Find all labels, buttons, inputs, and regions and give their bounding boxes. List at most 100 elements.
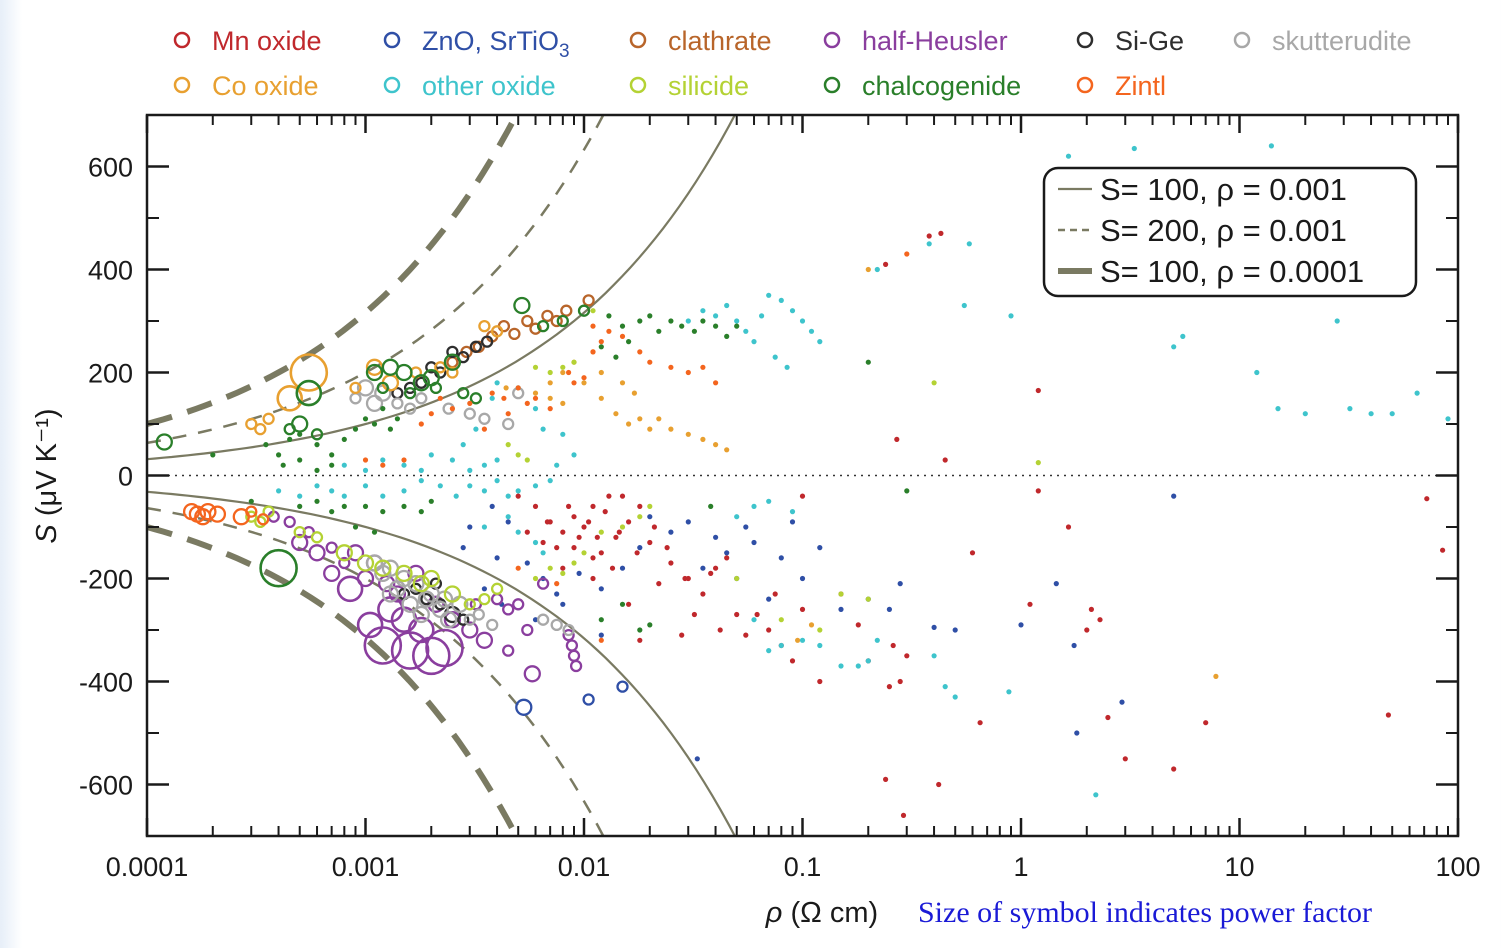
- data-point: [503, 385, 509, 391]
- data-point: [245, 417, 258, 431]
- data-point: [391, 397, 404, 410]
- data-point: [754, 611, 760, 618]
- data-point: [571, 545, 577, 551]
- data-point: [772, 591, 778, 597]
- data-point: [338, 556, 351, 570]
- data-point: [276, 384, 304, 412]
- data-point: [685, 431, 691, 437]
- data-point: [1389, 411, 1395, 417]
- data-point: [865, 596, 871, 602]
- data-point: [417, 590, 436, 608]
- data-point: [602, 509, 608, 515]
- data-point: [571, 514, 577, 520]
- data-point: [532, 406, 539, 412]
- data-point: [380, 406, 386, 412]
- data-point: [325, 541, 338, 554]
- data-point: [556, 314, 569, 328]
- data-point: [515, 698, 533, 716]
- data-point: [293, 525, 306, 539]
- data-point: [751, 339, 757, 345]
- data-point: [874, 266, 880, 273]
- data-point: [594, 534, 600, 540]
- data-point: [403, 386, 417, 400]
- data-point: [743, 524, 749, 530]
- data-point: [560, 431, 566, 437]
- data-point: [1445, 416, 1451, 422]
- data-point: [581, 550, 587, 556]
- data-point: [590, 575, 596, 582]
- data-point: [547, 395, 553, 401]
- data-point: [942, 684, 948, 690]
- data-point: [952, 627, 958, 633]
- data-point: [1084, 627, 1090, 633]
- data-point: [734, 514, 740, 520]
- legend-label: ZnO, SrTiO3: [422, 26, 570, 62]
- data-point: [208, 505, 227, 523]
- data-point: [609, 565, 616, 571]
- data-point: [647, 359, 653, 365]
- data-point: [254, 422, 267, 436]
- data-point: [412, 574, 430, 593]
- data-point: [550, 314, 563, 328]
- data-point: [308, 544, 326, 562]
- data-point: [388, 585, 407, 603]
- data-point: [598, 395, 604, 401]
- data-point: [403, 402, 417, 415]
- data-point: [259, 548, 298, 588]
- data-point: [481, 586, 487, 592]
- data-point: [1203, 720, 1209, 726]
- data-point: [560, 304, 573, 317]
- data-point: [352, 524, 359, 530]
- data-point: [656, 328, 662, 334]
- data-point: [524, 529, 530, 535]
- data-point: [1071, 642, 1077, 649]
- data-point: [524, 400, 530, 406]
- data-point: [694, 756, 700, 762]
- data-point: [356, 379, 375, 397]
- data-point: [540, 550, 546, 556]
- data-point: [619, 493, 626, 499]
- data-point: [329, 488, 335, 494]
- data-point: [855, 622, 861, 628]
- y-tick-label: -200: [79, 565, 133, 595]
- data-point: [512, 598, 525, 611]
- legend-label: Zintl: [1115, 71, 1166, 101]
- data-point: [1424, 496, 1430, 502]
- data-point: [1254, 369, 1260, 376]
- data-point: [1268, 143, 1274, 149]
- data-point: [341, 462, 347, 468]
- data-point: [541, 309, 554, 323]
- data-point: [766, 292, 772, 298]
- data-point: [314, 498, 320, 504]
- data-point: [966, 241, 972, 247]
- data-point: [1171, 493, 1177, 499]
- data-point: [766, 627, 772, 633]
- data-point: [724, 447, 730, 453]
- data-point: [475, 631, 494, 649]
- data-point: [838, 606, 844, 613]
- data-point: [481, 524, 487, 530]
- data-point: [280, 462, 286, 468]
- reference-curve: [147, 524, 520, 836]
- data-point: [540, 539, 546, 546]
- data-point: [700, 364, 706, 370]
- data-point: [897, 581, 903, 587]
- data-point: [656, 416, 662, 422]
- data-point: [838, 663, 844, 669]
- data-point: [335, 544, 353, 562]
- data-point: [422, 569, 440, 588]
- data-point: [724, 333, 730, 339]
- legend-label: clathrate: [668, 26, 772, 56]
- data-point: [685, 369, 691, 376]
- data-point: [428, 452, 434, 458]
- data-point: [407, 574, 425, 593]
- data-point: [562, 623, 575, 637]
- data-point: [297, 457, 303, 463]
- data-point: [734, 611, 740, 618]
- data-point: [668, 529, 674, 535]
- data-point: [560, 364, 566, 370]
- data-point: [287, 436, 293, 442]
- data-point: [619, 380, 626, 386]
- legend-marker: [1076, 76, 1094, 94]
- data-point: [463, 598, 476, 611]
